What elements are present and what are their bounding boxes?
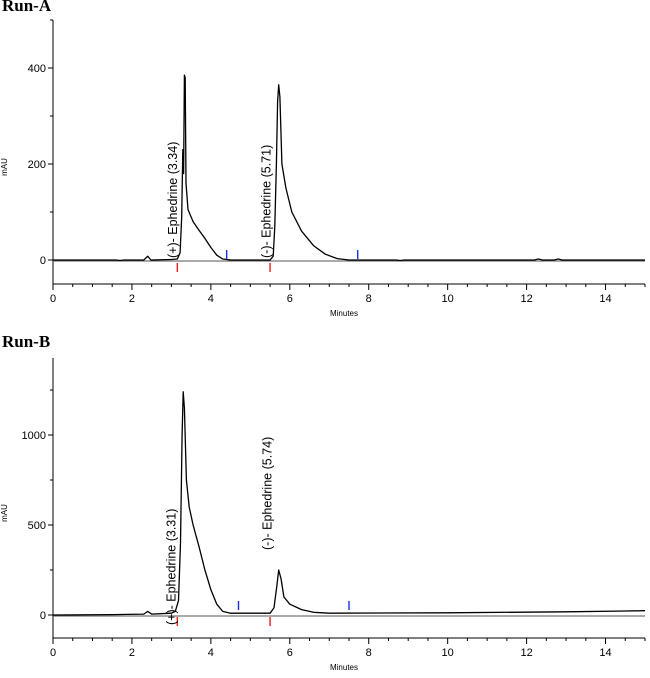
run-b-peak-label: (+)- Ephedrine (3.31): [165, 509, 179, 625]
run-b-x-tick-label: 8: [366, 647, 372, 659]
run-a-y-axis-label: mAU: [0, 158, 9, 176]
run-b-x-tick-label: 12: [520, 647, 532, 659]
run-b-x-axis-label: Minutes: [330, 663, 358, 672]
run-b-x-tick-label: 14: [599, 647, 611, 659]
run-b-x-tick-label: 6: [287, 647, 293, 659]
run-b-x-tick-label: 4: [208, 647, 214, 659]
run-a-x-tick-label: 0: [50, 293, 56, 305]
run-a-title: Run-A: [2, 0, 52, 15]
run-b-y-tick-label: 1000: [22, 430, 46, 442]
chromatogram-run-b: 0 2 4 6 8 10 12 14 0 500 1000 Minutes mAU (+)- Ephedr…: [0, 358, 646, 672]
run-a-x-tick-label: 2: [129, 293, 135, 305]
run-a-y-tick-label: 200: [28, 159, 46, 171]
run-a-trace: [53, 74, 645, 262]
chromatogram-run-a: 0 2 4 6 8 10 12 14 0 200 400 Minutes mAU (+)- Ephedri…: [0, 19, 646, 318]
run-b-trace: [52, 391, 646, 616]
run-b-y-axis-label: mAU: [0, 504, 9, 522]
run-a-x-tick-label: 10: [442, 293, 454, 305]
run-b-peak-label: (-)- Ephedrine (5.74): [261, 437, 275, 550]
run-b-x-tick-label: 0: [50, 647, 56, 659]
run-a-x-tick-label: 12: [520, 293, 532, 305]
run-b-y-tick-label: 0: [40, 610, 46, 622]
run-a-x-tick-label: 4: [208, 293, 214, 305]
run-a-peak-label: (-)- Ephedrine (5.71): [259, 145, 273, 258]
run-a-x-tick-label: 14: [599, 293, 611, 305]
run-b-y-tick-label: 500: [28, 520, 46, 532]
run-b-title: Run-B: [2, 332, 51, 351]
run-a-x-tick-label: 8: [366, 293, 372, 305]
run-a-x-axis-label: Minutes: [330, 309, 358, 318]
run-a-y-tick-label: 400: [28, 63, 46, 75]
run-a-peak-label: (+)- Ephedrine (3.34): [166, 142, 180, 258]
run-a-x-tick-label: 6: [287, 293, 293, 305]
run-b-x-tick-label: 2: [129, 647, 135, 659]
run-b-x-tick-label: 10: [442, 647, 454, 659]
run-a-y-tick-label: 0: [40, 255, 46, 267]
